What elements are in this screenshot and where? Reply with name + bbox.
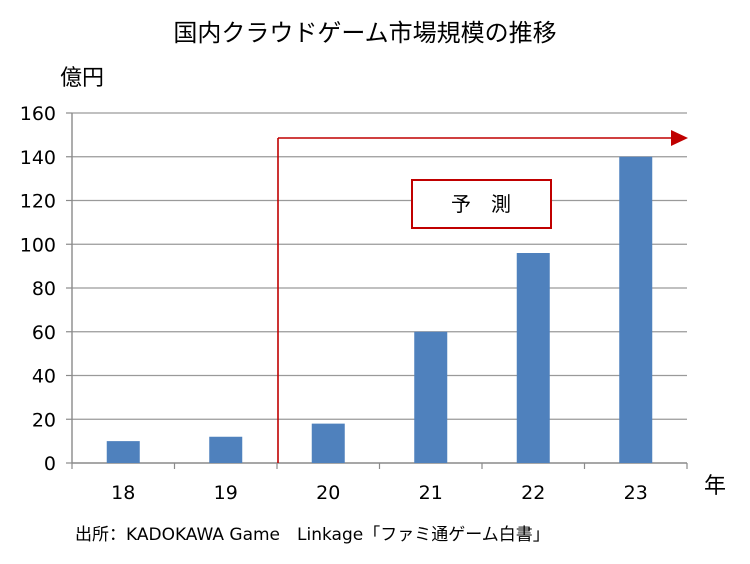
y-axis-label: 億円 xyxy=(60,66,104,91)
forecast-label: 予 測 xyxy=(451,192,511,216)
bar xyxy=(516,253,550,463)
y-tick-label: 60 xyxy=(32,322,56,344)
y-tick-label: 0 xyxy=(44,453,56,475)
source-note: 出所：KADOKAWA Game Linkage「ファミ通ゲーム白書」 xyxy=(75,525,550,545)
y-tick-label: 120 xyxy=(20,191,56,213)
x-tick-label: 22 xyxy=(521,482,545,504)
y-tick-label: 20 xyxy=(32,409,56,431)
bar xyxy=(106,441,140,463)
x-tick-label: 21 xyxy=(419,482,443,504)
y-tick-label: 100 xyxy=(20,234,56,256)
x-tick-label: 20 xyxy=(316,482,340,504)
y-tick-label: 160 xyxy=(20,103,56,125)
x-tick-label: 23 xyxy=(624,482,648,504)
y-tick-label: 40 xyxy=(32,366,56,388)
x-tick-label: 19 xyxy=(214,482,238,504)
bar xyxy=(619,156,653,463)
bar xyxy=(311,423,345,463)
x-tick-label: 18 xyxy=(111,482,135,504)
x-axis-label: 年 xyxy=(704,474,726,499)
forecast-arrow-head xyxy=(671,130,688,146)
y-tick-label: 140 xyxy=(20,147,56,169)
bar xyxy=(209,436,243,463)
y-tick-label: 80 xyxy=(32,278,56,300)
bar xyxy=(414,331,448,463)
forecast-box xyxy=(411,179,552,229)
chart-title: 国内クラウドゲーム市場規模の推移 xyxy=(173,19,556,47)
